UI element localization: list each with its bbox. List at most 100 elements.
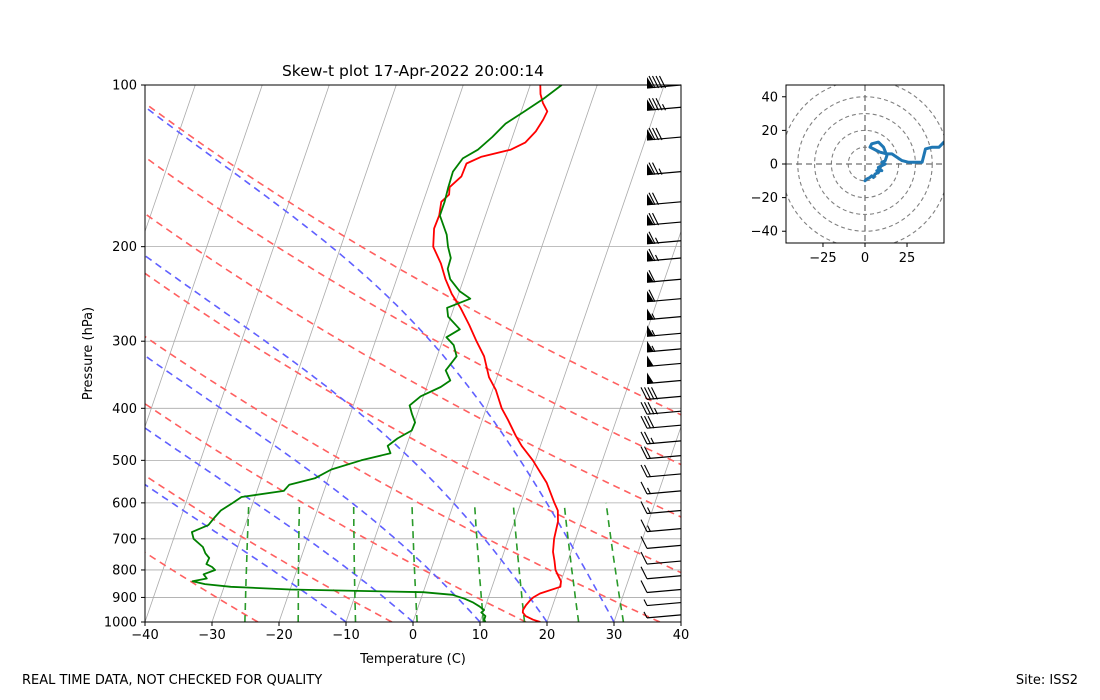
wind-barb [640,464,682,478]
x-tick-label: 30 [606,628,623,643]
skewt-profiles [191,85,563,622]
isotherm-line [412,85,598,622]
y-tick-label: 300 [112,335,137,350]
wind-barb [640,551,682,565]
dewpoint-profile [191,85,563,622]
barb-full-tick [648,192,656,206]
y-tick-label: 200 [112,240,137,255]
barb-full-tick [648,270,656,283]
x-tick-label: −30 [198,628,225,643]
barb-full-tick [655,127,663,141]
barb-full-tick [640,481,648,495]
hodo-x-tick-label: 25 [899,251,916,266]
barb-flag [647,99,654,111]
wind-barb [646,162,682,176]
x-tick-label: −20 [265,628,292,643]
dry-adiabat [145,272,681,574]
barb-full-tick [640,401,648,415]
barb-flag [647,250,654,262]
barb-shaft [646,455,682,460]
barb-shaft [646,588,682,594]
barb-half-tick [654,407,658,415]
isotherm-line [145,85,263,428]
isotherm-line [145,85,196,233]
barb-shaft [646,528,682,533]
barb-half-tick [662,103,666,111]
barb-shaft [646,601,682,607]
barb-full-tick [648,231,656,244]
wind-barb [646,231,682,245]
wind-barb [640,415,682,429]
x-tick-label: −40 [131,628,158,643]
barb-full-tick [652,75,659,89]
x-axis-label: Temperature (C) [359,652,466,667]
wind-barb [646,75,682,89]
barb-full-tick [648,162,656,175]
skewt-frame [144,84,682,623]
wind-barb [646,340,682,353]
x-tick-label: 10 [472,628,489,643]
barb-half-tick [651,313,656,320]
barb-half-tick [647,487,651,495]
x-tick-label: 40 [673,628,690,643]
mixing-ratio-line [297,502,301,622]
barb-full-tick [659,75,666,89]
wind-barb [646,270,682,283]
skewt-background [0,85,681,622]
wind-barb [646,355,682,368]
mixing-ratio-line [563,502,580,622]
isotherm-line [0,85,61,622]
barb-full-tick [640,415,648,429]
isotherm-line [211,85,397,622]
hodo-y-tick-label: −40 [751,225,778,240]
barb-flag [647,77,654,88]
barb-full-tick [647,415,655,429]
hodo-y-tick-label: 40 [761,90,778,105]
barb-flag [647,129,654,141]
barb-full-tick [655,97,663,111]
barb-flag [647,232,654,244]
barb-shaft [646,575,682,580]
barb-full-tick [640,501,648,514]
barb-flag [647,325,654,337]
quality-disclaimer: REAL TIME DATA, NOT CHECKED FOR QUALITY [22,673,323,688]
barb-full-tick [652,212,659,226]
barb-shaft [646,424,682,429]
barb-shaft [646,490,682,495]
hodograph-plot [786,85,944,243]
wind-barb [646,308,682,321]
barb-full-tick [647,387,655,400]
wind-barb [640,431,682,445]
barb-half-tick [647,525,651,532]
barb-shaft [646,410,682,415]
barb-full-tick [648,212,656,226]
barb-shaft [646,395,682,400]
barb-full-tick [648,127,656,141]
barb-full-tick [640,551,648,565]
isotherm-line [479,85,665,622]
wind-barb [643,599,682,607]
y-tick-label: 600 [112,496,137,511]
wind-barb [640,566,682,580]
barb-full-tick [652,127,659,141]
isotherm-line [613,425,681,622]
isotherm-line [0,85,128,622]
wind-barb [646,212,682,226]
barb-full-tick [640,566,648,579]
wind-barbs [640,75,682,619]
dry-adiabat [145,212,681,518]
wind-barb [640,501,682,515]
barb-full-tick [640,519,648,532]
barb-half-tick [658,168,663,175]
barb-shaft [646,473,682,478]
wind-barb [646,127,682,141]
barb-half-tick [655,254,659,262]
barb-full-tick [652,97,659,111]
barb-full-tick [655,75,663,89]
y-axis-label: Pressure (hPa) [81,307,96,400]
barb-full-tick [644,431,651,445]
mixing-ratio-line [605,502,625,622]
barb-half-tick [655,237,659,244]
barb-full-tick [651,387,658,400]
hodo-y-tick-label: 20 [761,124,778,139]
